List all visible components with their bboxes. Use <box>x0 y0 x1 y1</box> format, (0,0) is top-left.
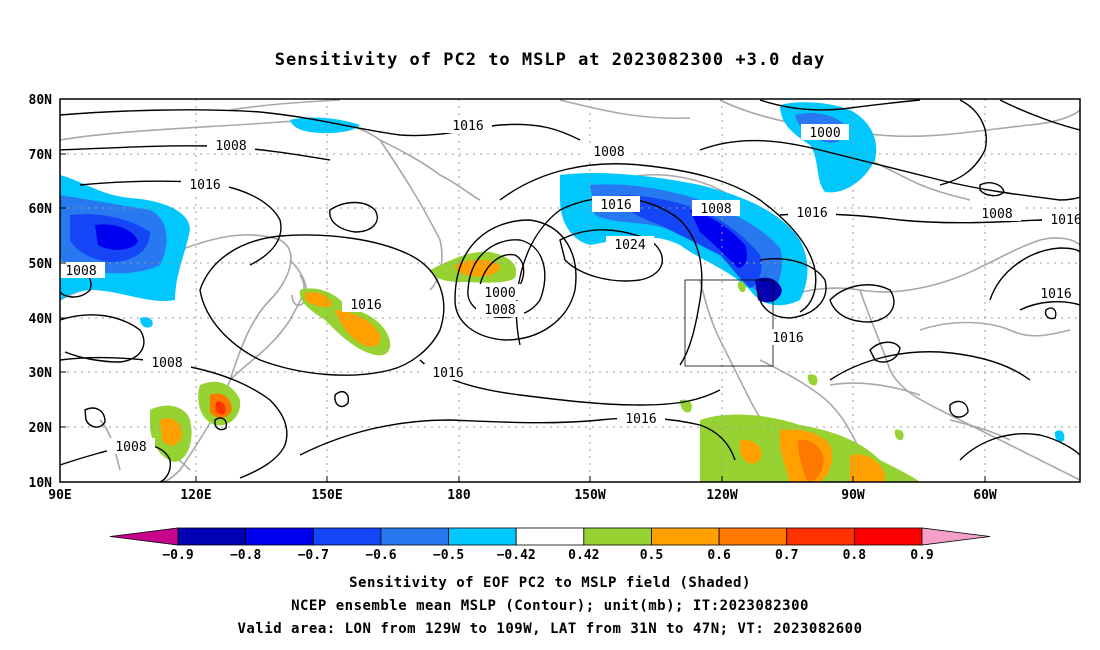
svg-text:1016: 1016 <box>625 412 656 427</box>
colorbar-left-arrow <box>109 527 179 546</box>
footer-line-1: Sensitivity of EOF PC2 to MSLP field (Sh… <box>349 575 751 591</box>
longitude-labels: 90E 120E 150E 180 150W 120W 90W 60W <box>48 488 997 503</box>
lon-label: 120E <box>180 488 211 503</box>
contour-label: 1016 <box>592 196 640 213</box>
colorbar-right-arrow <box>921 527 991 546</box>
lat-label: 40N <box>29 312 53 327</box>
lon-label: 150W <box>574 488 605 503</box>
lat-label: 20N <box>29 421 53 436</box>
colorbar-label: 0.6 <box>707 548 731 563</box>
contour-label: 1008 <box>107 438 155 455</box>
svg-text:1008: 1008 <box>215 139 246 154</box>
colorbar-box <box>651 527 720 546</box>
svg-text:1000: 1000 <box>484 286 515 301</box>
svg-text:1016: 1016 <box>600 198 631 213</box>
contour-label: 1016 <box>181 176 229 193</box>
svg-text:1008: 1008 <box>484 303 515 318</box>
colorbar-label: −0.8 <box>230 548 261 563</box>
colorbar-label: −0.42 <box>497 548 536 563</box>
lon-label: 120W <box>706 488 737 503</box>
map-title: Sensitivity of PC2 to MSLP at 2023082300… <box>274 50 826 70</box>
lon-label: 150E <box>311 488 342 503</box>
svg-text:1016: 1016 <box>452 119 483 134</box>
colorbar-label: 0.5 <box>640 548 663 563</box>
svg-text:1024: 1024 <box>614 238 645 253</box>
contour-label: 1016 <box>342 296 390 313</box>
axis-ticks <box>59 98 986 483</box>
footer-line-3: Valid area: LON from 129W to 109W, LAT f… <box>237 621 863 637</box>
svg-text:1000: 1000 <box>809 126 840 141</box>
colorbar-label: 0.7 <box>775 548 798 563</box>
lon-label: 180 <box>447 488 471 503</box>
contour-label: 1016 <box>1032 285 1080 302</box>
valid-area-box <box>684 279 774 367</box>
svg-text:1016: 1016 <box>350 298 381 313</box>
svg-text:1008: 1008 <box>700 202 731 217</box>
svg-text:1016: 1016 <box>189 178 220 193</box>
svg-text:1008: 1008 <box>65 264 96 279</box>
svg-text:1016: 1016 <box>1050 213 1081 228</box>
svg-text:1016: 1016 <box>1040 287 1071 302</box>
colorbar-box <box>380 527 449 546</box>
lat-label: 80N <box>29 93 53 108</box>
lat-lon-grid <box>60 99 1080 482</box>
colorbar-box <box>245 527 314 546</box>
lon-label: 90E <box>48 488 71 503</box>
colorbar-label: 0.42 <box>568 548 599 563</box>
latitude-labels: 80N 70N 60N 50N 40N 30N 20N 10N <box>29 93 53 491</box>
footer-line-2: NCEP ensemble mean MSLP (Contour); unit(… <box>291 598 809 614</box>
lat-label: 10N <box>29 476 53 491</box>
colorbar-label: 0.8 <box>843 548 867 563</box>
contour-label: 1008 <box>476 301 524 318</box>
colorbar-label: 0.9 <box>910 548 933 563</box>
contour-label: 1016 <box>617 410 665 427</box>
colorbar-label: −0.7 <box>298 548 329 563</box>
colorbar-label: −0.6 <box>365 548 396 563</box>
contour-label: 1000 <box>476 284 524 301</box>
svg-text:1008: 1008 <box>151 356 182 371</box>
colorbar: −0.9 −0.8 −0.7 −0.6 −0.5 −0.42 0.42 0.5 0.6 0.7 0.… <box>109 527 991 563</box>
contour-label: 1016 <box>444 117 492 134</box>
contour-label: 1016 <box>424 364 472 381</box>
colorbar-box <box>583 527 652 546</box>
contour-label: 1024 <box>606 236 654 253</box>
contour-label: 1008 <box>207 137 255 154</box>
colorbar-box <box>853 527 923 546</box>
colorbar-label: −0.9 <box>162 548 193 563</box>
svg-text:1008: 1008 <box>115 440 146 455</box>
contour-label: 1016 <box>788 204 836 221</box>
colorbar-box <box>448 527 517 546</box>
contour-label: 1008 <box>585 143 633 160</box>
contour-label: 1008 <box>692 200 740 217</box>
contour-label: 1016 <box>764 329 812 346</box>
colorbar-box <box>312 527 382 546</box>
lon-label: 60W <box>973 488 997 503</box>
map-frame <box>59 98 1081 483</box>
svg-text:1016: 1016 <box>432 366 463 381</box>
colorbar-box <box>177 527 247 546</box>
lat-label: 50N <box>29 257 53 272</box>
map-plot-area: 1016 1008 1016 1008 1016 1000 1008 1016 … <box>60 99 1081 482</box>
lat-label: 70N <box>29 148 53 163</box>
contour-label: 1008 <box>60 262 105 279</box>
contour-label: 1000 <box>801 124 849 141</box>
svg-text:1016: 1016 <box>772 331 803 346</box>
svg-text:1008: 1008 <box>593 145 624 160</box>
contour-label: 1008 <box>973 205 1021 222</box>
svg-text:1008: 1008 <box>981 207 1012 222</box>
contour-label-group: 1016 1008 1016 1008 1016 1000 1008 1016 … <box>60 117 1081 455</box>
colorbar-label: −0.5 <box>433 548 464 563</box>
colorbar-box <box>718 527 788 546</box>
svg-text:1016: 1016 <box>796 206 827 221</box>
colorbar-box <box>786 527 855 546</box>
contour-label: 1016 <box>1042 211 1081 228</box>
lat-label: 30N <box>29 366 53 381</box>
colorbar-box <box>515 527 585 546</box>
lat-label: 60N <box>29 202 53 217</box>
contour-label: 1008 <box>143 354 191 371</box>
lon-label: 90W <box>841 488 865 503</box>
